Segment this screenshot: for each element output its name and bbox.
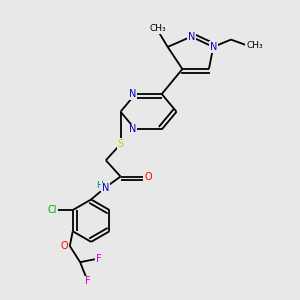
Text: O: O — [61, 241, 68, 251]
Text: N: N — [102, 183, 110, 193]
Text: CH₃: CH₃ — [149, 24, 166, 33]
Text: N: N — [210, 42, 217, 52]
Text: H: H — [96, 182, 102, 190]
Text: F: F — [96, 254, 101, 264]
Text: Cl: Cl — [47, 205, 57, 215]
Text: N: N — [188, 32, 195, 42]
Text: F: F — [85, 276, 90, 286]
Text: N: N — [129, 89, 137, 99]
Text: O: O — [144, 172, 152, 182]
Text: N: N — [129, 124, 137, 134]
Text: S: S — [118, 139, 124, 149]
Text: CH₃: CH₃ — [246, 41, 263, 50]
